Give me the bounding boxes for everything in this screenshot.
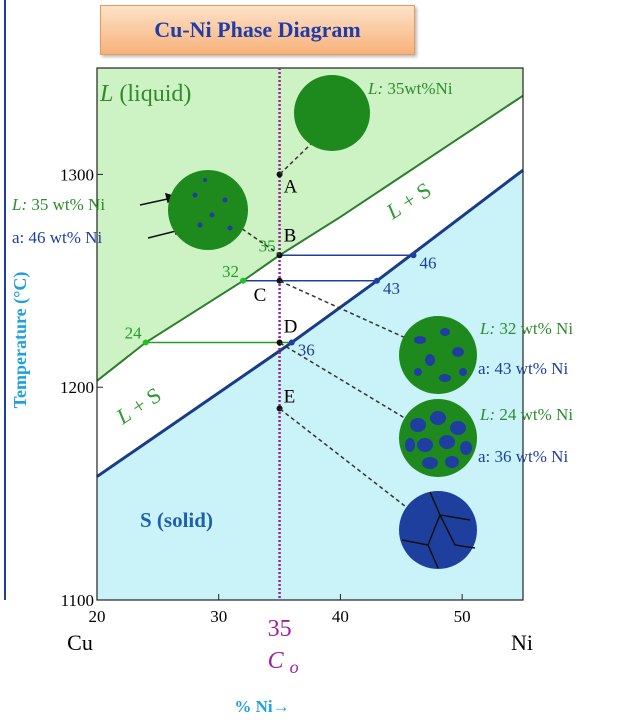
point-label: C [254,285,267,306]
crystals [405,411,472,469]
connectors [237,142,411,511]
point-label: D [284,317,298,338]
microstructures [168,75,477,569]
annotation: L: 32 wt% Ni [480,319,574,338]
grain-24 [399,399,477,477]
nuclei [192,178,233,231]
composition-subscript: o [290,657,299,677]
plot-frame [96,67,524,601]
tie-label-liquid: 24 [125,324,143,343]
liquid-end [142,339,149,346]
x-tick-label: 30 [210,607,227,626]
x-tick-label: 20 [89,607,106,626]
connector [237,225,281,256]
y-tick-label: 1100 [61,591,94,610]
connector [279,280,411,341]
solid-end [288,339,295,346]
connector [279,142,313,175]
solid-region [97,170,523,601]
tie-label-solid: 46 [419,253,436,272]
region-label: S (solid) [140,508,213,532]
state-point [276,277,283,284]
point-label: B [284,225,297,246]
annotation: L: 24 wt% Ni [480,405,574,424]
annotation: a: 36 wt% Ni [478,447,569,466]
annotation: a: 46 wt% Ni [12,228,103,247]
tie-label-liquid: 32 [222,262,239,281]
solid-grain [399,491,477,569]
connector [279,342,409,421]
liquid-end [240,277,247,284]
crystals [414,328,467,382]
y-tick-label: 1300 [60,165,94,184]
x-axis-label: % Ni→ [234,697,289,716]
grain-35 [168,170,248,250]
point-label: A [284,176,298,197]
x-end-label: Cu [67,630,93,655]
y-axis-label: Temperature (°C) [10,272,31,409]
grain-32 [399,316,477,394]
x-end-label: Ni [511,630,533,655]
x-tick-label: 50 [454,607,471,626]
grain-boundaries [401,491,476,569]
region-label: L (liquid) [100,81,192,107]
solid-end [373,277,380,284]
tie-label-solid: 36 [298,341,315,360]
y-tick-label: 1200 [60,378,94,397]
x-tick-label: 40 [332,607,349,626]
point-label: E [284,386,296,407]
composition-label: 35 [268,616,292,642]
title: Cu-Ni Phase Diagram [100,5,415,55]
annotation: L: 35 wt% Ni [12,195,106,214]
annotation: L: 35wt%Ni [368,79,453,98]
annotation: a: 43 wt% Ni [478,359,569,378]
solid-end [410,252,417,259]
composition-symbol: C [268,648,285,674]
tie-label-solid: 43 [383,279,400,298]
plot: 1100 1200 1300 20 30 40 50 Cu Ni 35 C o % Ni→ Tempera… [10,67,533,716]
liquid-grain [294,75,370,151]
